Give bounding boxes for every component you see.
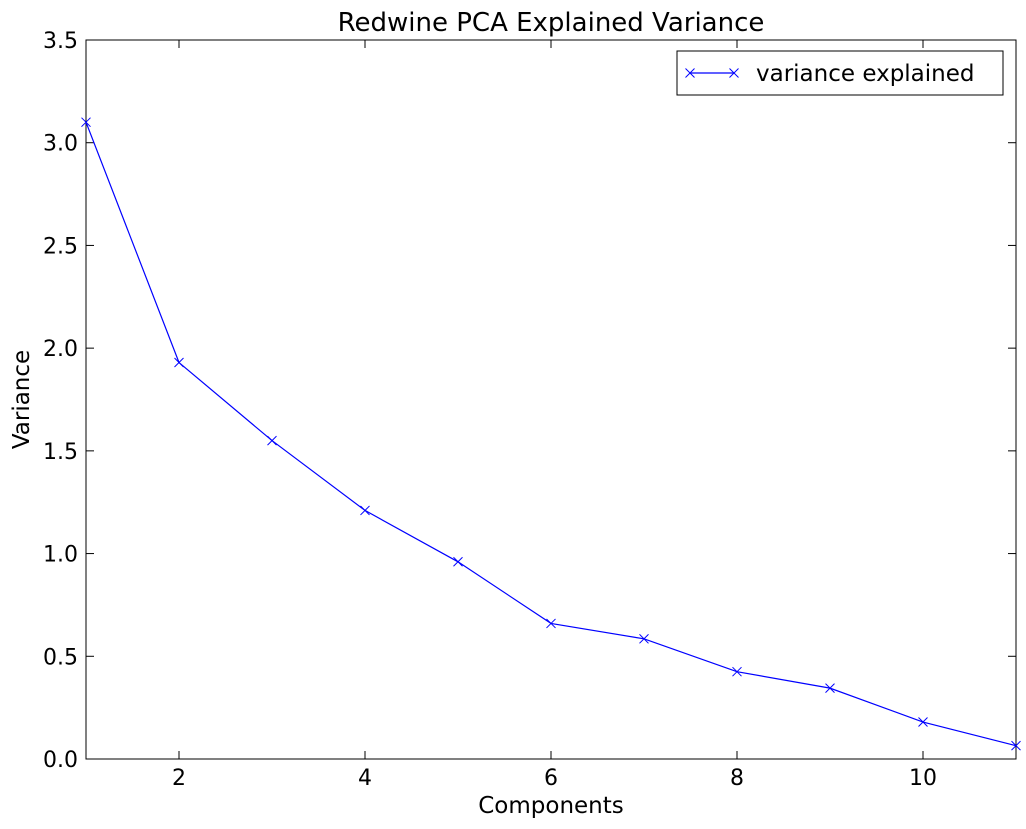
data-point-marker <box>81 117 91 128</box>
y-axis-label: Variance <box>9 350 35 449</box>
x-tick-label: 2 <box>172 766 186 791</box>
data-point-marker <box>267 435 277 446</box>
series-layer <box>81 117 1021 751</box>
legend-marker-x-icon <box>685 68 739 78</box>
x-axis: 2 4 6 8 10 <box>172 40 937 791</box>
plot-frame <box>85 39 1017 760</box>
data-point-marker <box>174 357 184 368</box>
y-tick-label: 0.5 <box>43 645 78 670</box>
series-line <box>85 121 1017 747</box>
data-point-marker <box>453 556 463 567</box>
x-tick-label: 8 <box>730 766 744 791</box>
x-tick-label: 6 <box>544 766 558 791</box>
y-tick-label: 2.5 <box>43 234 78 259</box>
y-tick-label: 1.5 <box>43 440 78 465</box>
y-tick-label: 2.0 <box>43 337 78 362</box>
y-tick-label: 0.0 <box>43 748 78 773</box>
x-axis-label: Components <box>478 793 624 819</box>
x-tick-label: 4 <box>358 766 372 791</box>
x-tick-label: 10 <box>909 766 937 791</box>
data-point-marker <box>360 505 370 516</box>
legend-label: variance explained <box>756 61 975 87</box>
y-tick-label: 3.5 <box>43 29 78 54</box>
legend: variance explained <box>676 50 1004 96</box>
plot-area <box>85 39 1017 760</box>
y-axis: 0.0 0.5 1.0 1.5 2.0 2.5 3.0 3.5 <box>43 29 1016 773</box>
data-point-marker <box>732 666 742 677</box>
y-tick-label: 3.0 <box>43 132 78 157</box>
y-tick-label: 1.0 <box>43 543 78 568</box>
data-point-marker <box>918 717 928 727</box>
data-point-marker <box>639 633 649 644</box>
chart-title: Redwine PCA Explained Variance <box>338 8 765 38</box>
data-point-marker <box>1011 740 1021 751</box>
data-point-marker <box>546 618 556 629</box>
data-point-marker <box>825 683 835 693</box>
